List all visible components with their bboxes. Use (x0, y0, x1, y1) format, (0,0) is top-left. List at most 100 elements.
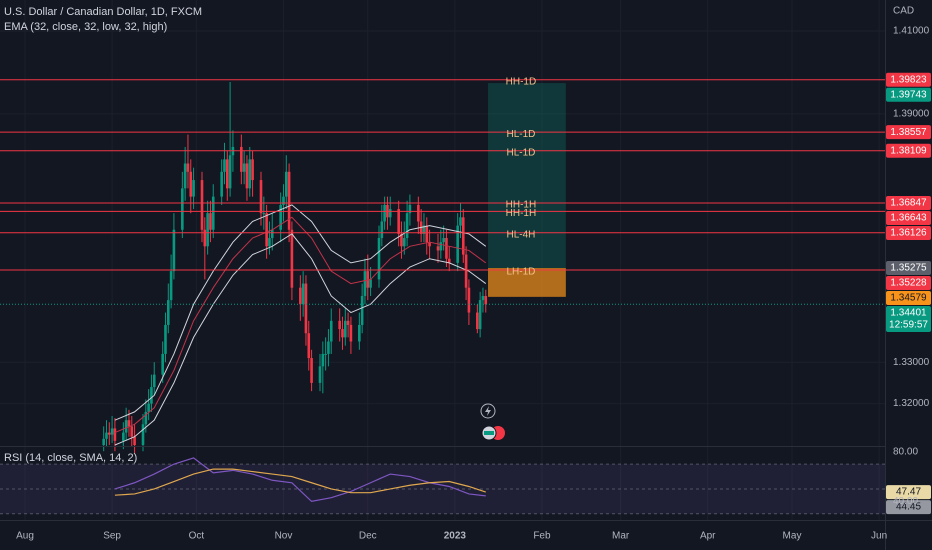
candle-body (287, 171, 291, 230)
candle-body (397, 209, 400, 234)
candle-body (369, 279, 372, 288)
candle-body (113, 428, 117, 441)
candle-body (363, 271, 367, 296)
candle-body (147, 403, 150, 412)
price-tag-label: 1.38109 (890, 145, 927, 156)
currency-label: CAD (893, 6, 914, 17)
candle-body (183, 163, 187, 189)
candle-body (405, 213, 409, 239)
level-label: HL-1D (506, 129, 535, 140)
candle-body (388, 209, 392, 218)
candle-body (189, 171, 193, 197)
candle-body (245, 163, 249, 189)
candle-body (318, 366, 322, 383)
candle-body (307, 333, 311, 359)
y-tick-label: 1.41000 (893, 26, 930, 37)
candle-body (220, 171, 223, 197)
candle-body (265, 213, 268, 247)
candle-body (329, 320, 333, 342)
price-tag (886, 87, 931, 102)
candle-body (270, 229, 274, 239)
x-tick-label: May (783, 531, 802, 542)
rsi-line (114, 457, 486, 503)
candle-body (447, 258, 451, 263)
candle-body (402, 238, 406, 247)
x-tick-label: Sep (103, 531, 121, 542)
candle-body (248, 159, 252, 189)
event-icons[interactable] (480, 403, 505, 441)
price-tag (886, 210, 931, 225)
price-tag (886, 291, 931, 306)
price-tag (886, 261, 931, 276)
candle-body (321, 353, 325, 367)
candle-body (105, 432, 108, 439)
candle-body (338, 320, 341, 330)
price-tag (886, 306, 931, 333)
candle-body (428, 242, 431, 247)
candle-body (400, 233, 403, 247)
candle-body (240, 146, 243, 172)
price-tag-label: 1.39743 (890, 89, 927, 100)
price-tag-label: 1.35228 (890, 278, 927, 289)
candle-body (380, 221, 384, 239)
price-tag-label: 1.39823 (890, 74, 927, 85)
x-tick-label: Oct (189, 531, 205, 542)
rsi-band (0, 464, 885, 514)
candle-body (467, 287, 471, 313)
candle-body (408, 204, 412, 214)
rsi-line (114, 468, 486, 496)
candle-body (211, 196, 215, 230)
candle-body (327, 341, 330, 354)
candle-body (284, 171, 288, 197)
x-tick-label: Aug (16, 531, 34, 542)
candle-body (366, 271, 370, 288)
candle-body (268, 238, 271, 247)
candle-body (282, 196, 285, 205)
position-target-zone (488, 83, 566, 269)
rsi-tag (886, 485, 931, 500)
event-icon[interactable] (480, 403, 496, 419)
level-label: HH-1H (506, 208, 537, 219)
candle-body (262, 213, 266, 215)
candle-body (164, 324, 167, 354)
candle-body (484, 295, 488, 305)
candle-body (144, 411, 148, 425)
candle-body (242, 163, 246, 172)
level-label: HL-4H (506, 229, 535, 240)
candle-body (358, 324, 361, 342)
event-flag-stripe (484, 431, 494, 435)
candle-body (127, 420, 131, 427)
level-label: HH-1D (506, 76, 537, 87)
candle-body (107, 432, 111, 435)
rsi-legend: RSI (14, close, SMA, 14, 2) (4, 452, 137, 464)
x-tick-label: Nov (275, 531, 293, 542)
price-tag-label: 1.36847 (890, 198, 927, 209)
candle-body (461, 217, 465, 255)
candle-body (228, 155, 232, 189)
candle-body (346, 320, 350, 325)
candle-body (349, 324, 353, 342)
candle-body (341, 329, 344, 338)
price-tag (886, 125, 931, 140)
candle-body (203, 229, 207, 247)
candle-body (445, 238, 448, 259)
ema-line (114, 233, 487, 446)
price-tag-label: 1.38557 (890, 127, 927, 138)
candle-body (377, 238, 381, 280)
ema-line (114, 204, 487, 421)
x-tick-label: Jun (871, 531, 887, 542)
candle-body (102, 438, 105, 445)
candle-body (181, 188, 184, 230)
price-tag (886, 143, 931, 158)
x-tick-label: 2023 (444, 531, 467, 542)
y-tick-label: 1.32000 (893, 398, 930, 409)
rsi-tag-label: 47.47 (896, 487, 921, 498)
candle-body (422, 225, 426, 234)
candle-body (299, 287, 302, 305)
candle-body (152, 374, 156, 388)
candle-body (225, 159, 229, 189)
price-tag-label: 1.34401 (890, 308, 927, 319)
price-tag-label: 1.36643 (890, 213, 927, 224)
